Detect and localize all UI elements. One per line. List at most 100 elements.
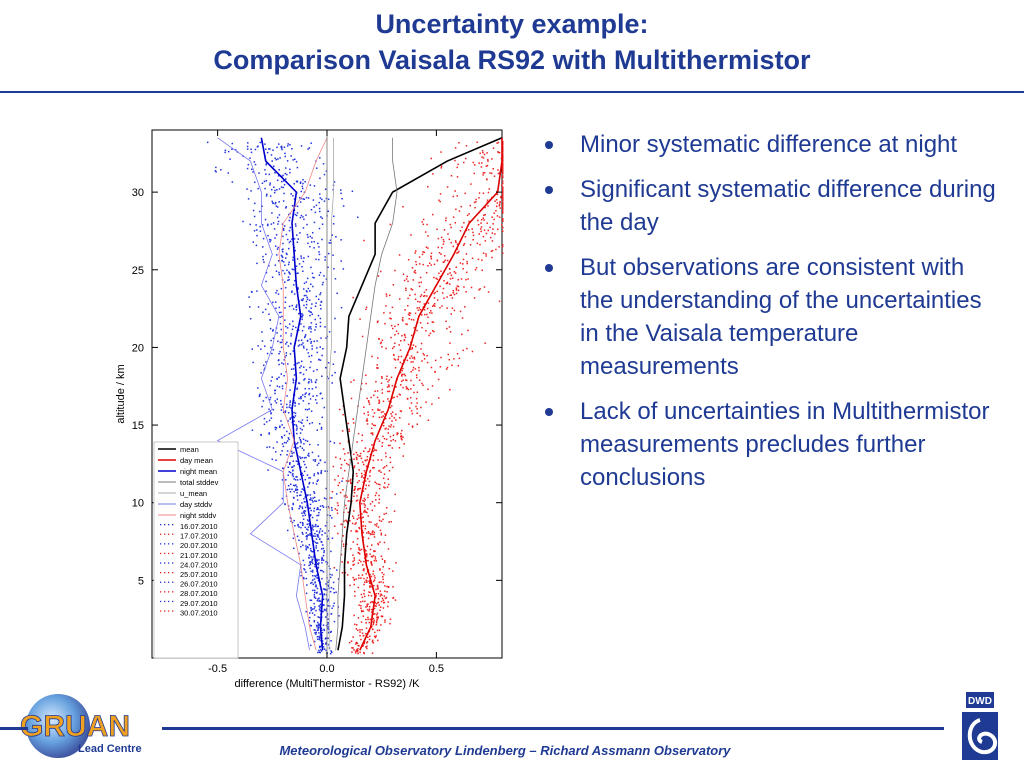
night-scatter-point	[302, 474, 304, 477]
night-scatter-point	[313, 596, 316, 599]
day-scatter-point	[373, 531, 376, 534]
night-scatter-point	[309, 477, 311, 479]
day-scatter-point	[389, 312, 391, 314]
day-scatter-point	[384, 322, 386, 325]
day-scatter-point	[416, 408, 418, 410]
night-scatter-point	[335, 591, 337, 593]
day-scatter-point	[496, 193, 499, 196]
day-scatter-point	[442, 287, 445, 290]
day-scatter-point	[435, 277, 437, 280]
night-scatter-point	[317, 598, 319, 600]
night-scatter-point	[315, 538, 318, 540]
day-scatter-point	[355, 456, 358, 459]
day-scatter-point	[374, 601, 376, 604]
day-scatter-point	[502, 198, 504, 200]
slide-title-line-2: Comparison Vaisala RS92 with Multithermi…	[213, 45, 811, 75]
night-scatter-point	[316, 626, 318, 628]
day-scatter-point	[385, 347, 387, 350]
day-scatter-point	[347, 511, 349, 514]
day-scatter-point	[440, 165, 443, 168]
night-scatter-point	[298, 361, 300, 364]
night-scatter-point	[265, 396, 267, 399]
night-scatter-point	[327, 530, 330, 532]
night-scatter-point	[291, 328, 294, 331]
night-scatter-point	[302, 524, 304, 526]
night-scatter-point	[281, 479, 284, 481]
night-scatter-point	[231, 181, 234, 183]
night-scatter-point	[321, 505, 324, 507]
night-scatter-point	[305, 196, 308, 199]
day-scatter-point	[427, 265, 429, 267]
day-scatter-point	[387, 548, 390, 550]
day-scatter-point	[486, 201, 489, 203]
day-scatter-point	[423, 354, 426, 356]
day-scatter-point	[462, 267, 464, 270]
night-scatter-point	[289, 516, 292, 519]
night-scatter-point	[306, 339, 309, 342]
day-scatter-point	[447, 273, 449, 275]
night-scatter-point	[308, 554, 311, 557]
day-scatter-point	[392, 596, 395, 599]
day-scatter-point	[394, 334, 396, 336]
day-scatter-point	[389, 444, 391, 447]
day-scatter-point	[395, 419, 397, 421]
day-scatter-point	[363, 593, 365, 595]
day-scatter-point	[365, 382, 367, 385]
night-scatter-point	[300, 466, 302, 469]
night-scatter-point	[206, 141, 209, 144]
day-scatter-point	[361, 645, 364, 647]
night-scatter-point	[289, 389, 291, 391]
night-scatter-point	[317, 534, 319, 536]
night-scatter-point	[302, 544, 304, 546]
night-scatter-point	[259, 230, 262, 232]
night-scatter-point	[305, 547, 308, 549]
day-scatter-point	[360, 388, 362, 390]
day-scatter-point	[391, 347, 394, 350]
night-scatter-point	[275, 459, 277, 462]
night-scatter-point	[313, 473, 316, 475]
day-scatter-point	[373, 466, 375, 469]
night-scatter-point	[277, 223, 279, 225]
night-scatter-point	[304, 463, 306, 466]
day-scatter-point	[366, 455, 369, 458]
day-scatter-point	[363, 511, 365, 513]
day-scatter-point	[426, 223, 428, 226]
day-scatter-point	[370, 396, 372, 399]
day-scatter-point	[395, 386, 397, 388]
day-scatter-point	[425, 401, 427, 403]
day-scatter-point	[434, 305, 436, 307]
day-scatter-point	[460, 278, 463, 280]
night-scatter-point	[231, 148, 233, 151]
day-scatter-point	[410, 288, 412, 290]
day-scatter-point	[338, 482, 341, 484]
night-scatter-point	[311, 571, 314, 573]
day-scatter-point	[360, 638, 362, 641]
day-scatter-point	[463, 242, 466, 245]
day-scatter-point	[399, 417, 401, 419]
day-scatter-point	[339, 442, 341, 445]
night-scatter-point	[305, 214, 307, 216]
night-scatter-point	[327, 631, 330, 634]
night-scatter-point	[298, 526, 300, 528]
night-scatter-point	[325, 487, 327, 490]
night-scatter-point	[294, 401, 296, 404]
day-scatter-point	[359, 487, 362, 490]
night-scatter-point	[313, 614, 316, 616]
night-scatter-point	[319, 197, 322, 199]
day-scatter-point	[362, 499, 364, 502]
night-scatter-point	[301, 187, 304, 190]
day-scatter-point	[403, 333, 406, 336]
day-scatter-point	[444, 259, 447, 261]
night-scatter-point	[317, 536, 320, 538]
night-scatter-point	[272, 408, 275, 411]
day-scatter-point	[362, 536, 365, 538]
day-scatter-point	[449, 294, 451, 297]
day-scatter-point	[389, 435, 392, 438]
night-scatter-point	[324, 637, 327, 639]
night-scatter-point	[309, 366, 311, 369]
night-scatter-point	[317, 651, 319, 654]
day-scatter-point	[342, 535, 344, 537]
night-scatter-point	[311, 272, 314, 275]
night-scatter-point	[279, 316, 281, 318]
